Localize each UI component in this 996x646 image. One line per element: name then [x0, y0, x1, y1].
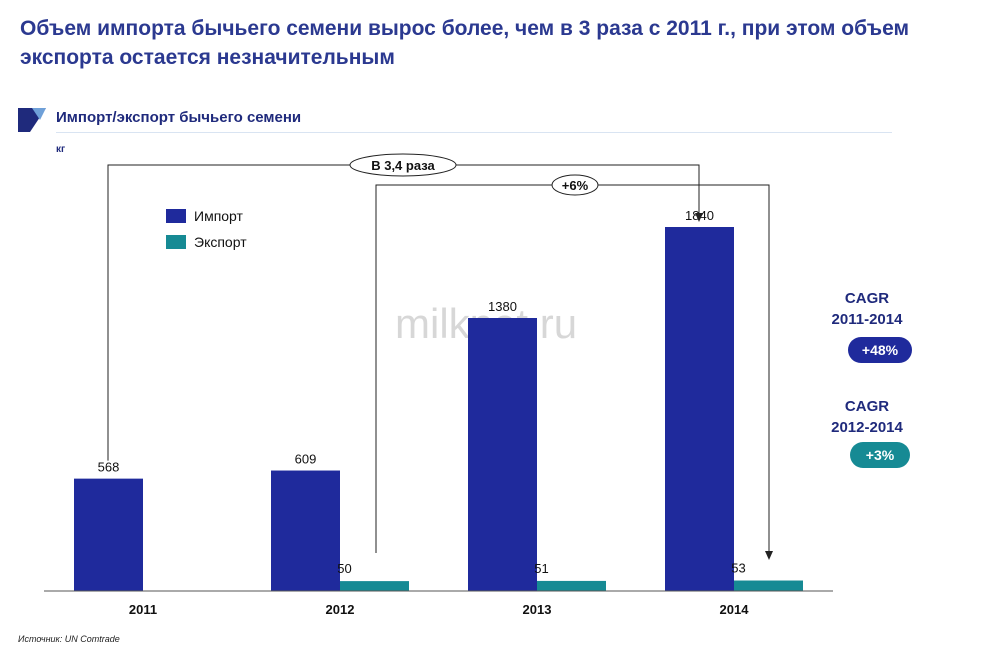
annotation-text-export: +6%: [562, 178, 589, 193]
export-value-label-2012: 50: [337, 561, 351, 576]
x-tick-label-2011: 2011: [129, 602, 157, 617]
import-bar-2012: [271, 470, 340, 591]
import-bar-2013: [468, 318, 537, 591]
cagr-label-1-line2: 2011-2014: [831, 311, 903, 328]
export-bar-2013: [537, 580, 606, 591]
export-value-label-2013: 51: [534, 561, 548, 576]
annotation-text-import: В 3,4 раза: [371, 158, 435, 173]
cagr-badge-1: +48%: [848, 337, 912, 363]
cagr-label-2-line2: 2012-2014: [831, 419, 903, 436]
import-bar-2011: [74, 478, 143, 591]
section-divider: [56, 132, 892, 133]
cagr-label-1: CAGR 2011-2014: [812, 288, 922, 330]
export-value-label-2014: 53: [731, 561, 745, 576]
section-marker-icon: [18, 108, 46, 132]
annotation-bubble-import: [349, 153, 457, 177]
x-tick-label-2013: 2013: [523, 602, 552, 617]
legend-label-import: Импорт: [194, 208, 244, 224]
page-headline: Объем импорта бычьего семени вырос более…: [20, 17, 910, 69]
cagr-badge-2: +3%: [850, 442, 910, 468]
unit-label: кг: [56, 144, 66, 155]
import-value-label-2013: 1380: [488, 299, 517, 314]
cagr-label-2-line1: CAGR: [844, 398, 890, 415]
cagr-label-2: CAGR 2012-2014: [812, 396, 922, 438]
import-value-label-2011: 568: [98, 460, 120, 475]
x-tick-label-2012: 2012: [326, 602, 355, 617]
export-bar-2014: [734, 580, 803, 591]
cagr-label-1-line1: CAGR: [844, 290, 890, 307]
annotation-bubble-export: [551, 174, 599, 196]
legend-swatch-export: [166, 235, 186, 249]
import-bar-2014: [665, 227, 734, 591]
import-value-label-2012: 609: [295, 452, 317, 467]
legend-swatch-import: [166, 209, 186, 223]
section-title: Импорт/экспорт бычьего семени: [56, 109, 302, 126]
annotation-arrowhead-export: [765, 551, 773, 560]
legend-label-export: Экспорт: [194, 234, 247, 250]
source-note: Источник: UN Comtrade: [18, 634, 120, 644]
annotation-arrowhead-import: [695, 213, 703, 222]
x-tick-label-2014: 2014: [720, 602, 750, 617]
export-bar-2012: [340, 581, 409, 591]
